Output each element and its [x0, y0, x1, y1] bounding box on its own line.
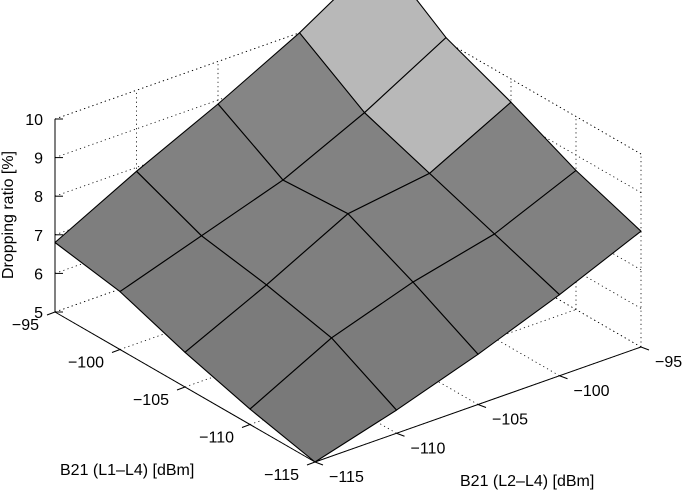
x-tick — [241, 424, 251, 428]
y-tick-label: −100 — [574, 383, 610, 400]
y-tick — [314, 461, 324, 466]
z-axis-label: Dropping ratio [%] — [0, 151, 17, 279]
wall-gridline — [54, 42, 382, 158]
x-axis-label: B21 (L1–L4) [dBm] — [60, 462, 194, 479]
x-tick-label: −105 — [133, 392, 169, 409]
z-tick-label: 5 — [34, 305, 43, 322]
x-tick-label: −115 — [264, 467, 299, 484]
y-tick-label: −105 — [492, 412, 528, 429]
box-edge — [380, 3, 642, 155]
x-tick — [176, 386, 186, 391]
y-tick-label: −95 — [655, 354, 682, 371]
y-tick — [477, 404, 487, 408]
axis-layer — [46, 118, 650, 466]
y-tick — [640, 346, 650, 351]
x-tick — [111, 349, 121, 353]
y-tick-label: −110 — [411, 440, 446, 457]
x-tick — [46, 311, 56, 316]
x-tick-label: −95 — [12, 317, 39, 334]
surface-layer — [54, 0, 642, 463]
y-axis-label: B21 (L2–L4) [dBm] — [460, 473, 594, 490]
z-tick-label: 10 — [25, 112, 43, 129]
x-tick-label: −100 — [68, 355, 104, 372]
x-tick — [306, 461, 316, 466]
wall-gridline — [54, 196, 382, 313]
surface-patch — [249, 337, 398, 463]
label-layer: Dropping ratio [%] B21 (L1–L4) [dBm] B21… — [0, 112, 682, 490]
z-tick-label: 7 — [34, 228, 43, 245]
z-tick-label: 9 — [34, 151, 43, 168]
box-edge — [54, 3, 382, 120]
x-tick-label: −110 — [199, 430, 234, 447]
y-tick-label: −115 — [329, 469, 364, 486]
y-tick — [396, 432, 405, 437]
z-tick-label: 8 — [34, 189, 43, 206]
wall-gridline — [54, 80, 382, 197]
y-tick — [559, 375, 568, 380]
z-tick-label: 6 — [34, 266, 43, 283]
